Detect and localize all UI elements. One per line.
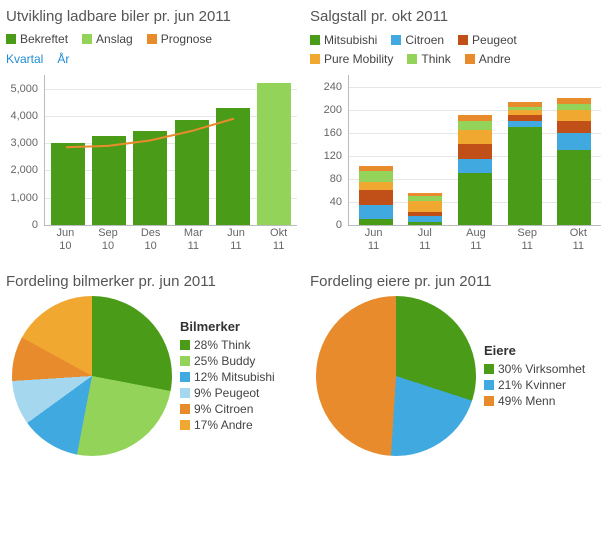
pie-legend-item: 21% Kvinner bbox=[484, 378, 585, 392]
pie-legend-item: 49% Menn bbox=[484, 394, 585, 408]
bar bbox=[92, 136, 126, 225]
panel-c-title: Fordeling bilmerker pr. jun 2011 bbox=[6, 273, 304, 290]
legend-item: Anslag bbox=[82, 31, 133, 46]
panel-salgstall: Salgstall pr. okt 2011 Mitsubishi Citroen… bbox=[308, 4, 608, 265]
panel-b-legend: Mitsubishi Citroen Peugeot Pure Mobility Thi… bbox=[310, 31, 608, 67]
legend-item: Andre bbox=[465, 50, 511, 67]
panel-a-title: Utvikling ladbare biler pr. jun 2011 bbox=[6, 8, 304, 25]
stacked-bar bbox=[359, 166, 393, 225]
bar bbox=[216, 108, 250, 225]
pie-legend-item: 9% Peugeot bbox=[180, 386, 275, 400]
bar bbox=[257, 83, 291, 225]
legend-item: Mitsubishi bbox=[310, 31, 377, 48]
stacked-bar bbox=[408, 193, 442, 225]
pie-eiere bbox=[316, 296, 476, 456]
legend-item: Citroen bbox=[391, 31, 444, 48]
panel-utvikling: Utvikling ladbare biler pr. jun 2011 Bek… bbox=[4, 4, 304, 265]
stacked-bar bbox=[508, 102, 542, 225]
pie-legend-item: 12% Mitsubishi bbox=[180, 370, 275, 384]
legend-item: Peugeot bbox=[458, 31, 517, 48]
chart-range-link[interactable]: Kvartal bbox=[6, 52, 43, 67]
pie-bilmerker bbox=[12, 296, 172, 456]
legend-item: Bekreftet bbox=[6, 31, 68, 46]
panel-b-chart: 04080120160200240 Jun11Jul11Aug11Sep11Ok… bbox=[308, 75, 604, 265]
pie-d-legend-title: Eiere bbox=[484, 343, 585, 358]
stacked-bar bbox=[458, 115, 492, 225]
panel-bilmerker: Fordeling bilmerker pr. jun 2011 Bilmerk… bbox=[4, 269, 304, 456]
bar bbox=[133, 131, 167, 225]
bar bbox=[51, 143, 85, 225]
chart-range-link[interactable]: År bbox=[57, 52, 69, 67]
pie-c-legend-title: Bilmerker bbox=[180, 319, 275, 334]
stacked-bar bbox=[557, 98, 591, 225]
panel-a-chart: 01,0002,0003,0004,0005,000 Jun10Sep10Des… bbox=[4, 75, 300, 265]
pie-legend-item: 9% Citroen bbox=[180, 402, 275, 416]
legend-item: Think bbox=[407, 50, 450, 67]
panel-eiere: Fordeling eiere pr. jun 2011 Eiere 30% V… bbox=[308, 269, 608, 456]
legend-item: Pure Mobility bbox=[310, 50, 393, 67]
bar bbox=[175, 120, 209, 225]
pie-legend-item: 28% Think bbox=[180, 338, 275, 352]
legend-item: Prognose bbox=[147, 31, 212, 46]
pie-legend-item: 17% Andre bbox=[180, 418, 275, 432]
pie-c-legend: Bilmerker 28% Think 25% Buddy 12% Mitsubis… bbox=[180, 319, 275, 434]
panel-b-title: Salgstall pr. okt 2011 bbox=[310, 8, 608, 25]
panel-d-title: Fordeling eiere pr. jun 2011 bbox=[310, 273, 608, 290]
pie-legend-item: 30% Virksomhet bbox=[484, 362, 585, 376]
pie-legend-item: 25% Buddy bbox=[180, 354, 275, 368]
pie-d-legend: Eiere 30% Virksomhet 21% Kvinner 49% Menn bbox=[484, 343, 585, 410]
panel-a-legend: Bekreftet Anslag Prognose Kvartal År bbox=[6, 31, 304, 67]
